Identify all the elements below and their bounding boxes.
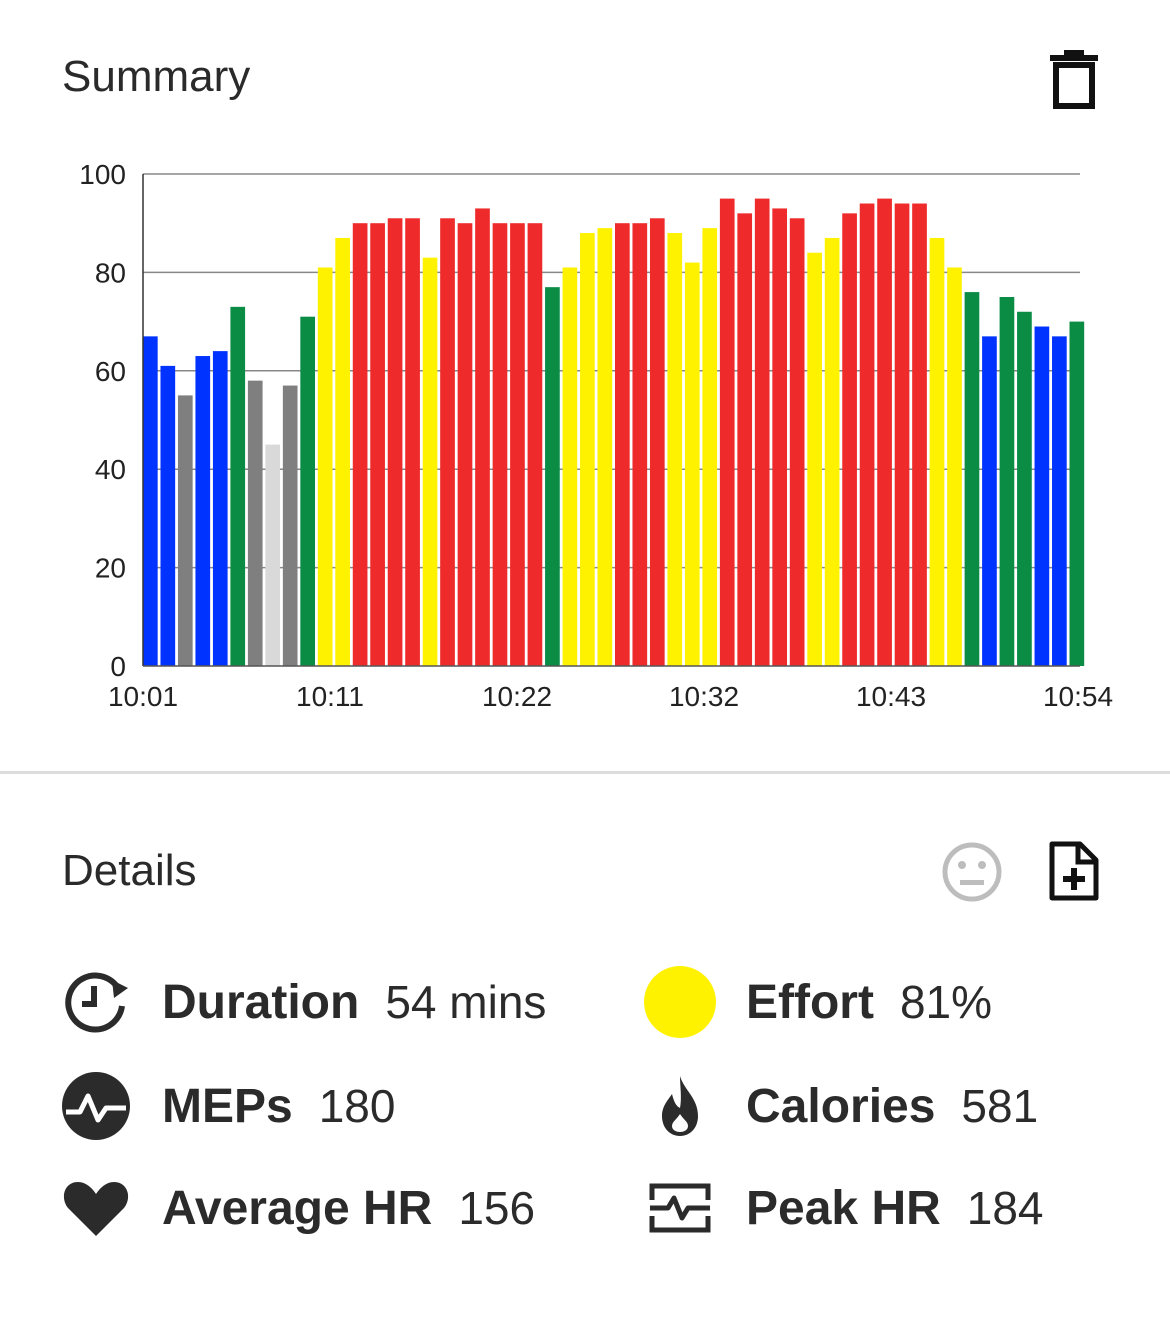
chart-bar: [929, 237, 945, 666]
chart-bar: [615, 223, 630, 666]
chart-bar: [719, 198, 735, 666]
chart-bar: [684, 262, 700, 666]
x-tick-label: 10:11: [296, 681, 364, 712]
effort-label: Effort: [746, 975, 874, 1029]
chart-bar: [177, 395, 193, 666]
chart-bar: [370, 223, 385, 666]
chart-bar: [947, 267, 962, 666]
chart-bar: [212, 351, 228, 666]
chart-bar: [510, 223, 525, 666]
chart-bar: [422, 257, 438, 666]
stat-average-hr: Average HR 156: [60, 1168, 535, 1248]
y-tick-label: 80: [95, 257, 126, 288]
stat-duration: Duration 54 mins: [60, 962, 546, 1042]
average-hr-label: Average HR: [162, 1181, 433, 1235]
chart-bar: [580, 233, 595, 666]
flame-icon: [644, 1070, 716, 1142]
chart-bar: [789, 218, 805, 666]
chart-bar: [405, 218, 420, 666]
chart-bar: [265, 444, 281, 666]
chart-bar: [527, 223, 543, 666]
chart-bar: [1017, 311, 1032, 666]
details-title: Details: [62, 846, 197, 895]
trash-icon[interactable]: [1046, 48, 1102, 110]
chart-bar: [160, 365, 176, 666]
x-tick-label: 10:32: [669, 681, 739, 712]
clock-refresh-icon: [60, 966, 132, 1038]
chart-bar: [440, 218, 455, 666]
chart-bar: [335, 237, 350, 666]
chart-bar: [475, 208, 490, 666]
chart-bar: [457, 223, 473, 666]
peak-hr-label: Peak HR: [746, 1181, 941, 1235]
chart-bar: [702, 228, 718, 666]
x-tick-label: 10:01: [108, 681, 178, 712]
stat-calories: Calories 581: [644, 1066, 1038, 1146]
meps-label: MEPs: [162, 1079, 293, 1133]
chart-bar: [842, 213, 857, 667]
chart-bar: [999, 297, 1015, 666]
y-tick-label: 0: [110, 651, 126, 682]
chart-bar: [317, 267, 333, 666]
chart-bar: [143, 336, 158, 666]
duration-value: 54 mins: [385, 976, 547, 1028]
chart-bar: [1052, 336, 1067, 666]
heart-rate-chart: 0 20 40 60 80 100 10:01 10:11 10:22 10:32 10:43 10:…: [79, 159, 1113, 712]
yellow-dot-icon: [644, 966, 716, 1038]
average-hr-value: 156: [458, 1182, 536, 1234]
chart-bar: [772, 208, 788, 666]
chart-bar: [352, 223, 368, 666]
stat-peak-hr: Peak HR 184: [644, 1168, 1044, 1248]
heart-rate-box-icon: [644, 1172, 716, 1244]
chart-bar: [492, 223, 508, 666]
chart-bar: [964, 292, 980, 666]
calories-value: 581: [961, 1080, 1039, 1132]
peak-hr-value: 184: [966, 1182, 1044, 1234]
chart-bar: [912, 203, 927, 666]
y-tick-label: 40: [95, 454, 126, 485]
section-divider: [0, 771, 1170, 774]
y-tick-label: 100: [79, 159, 126, 190]
chart-bar: [754, 198, 770, 666]
heart-icon: [60, 1172, 132, 1244]
calories-label: Calories: [746, 1079, 936, 1133]
chart-bar: [195, 356, 211, 666]
x-tick-label: 10:22: [482, 681, 552, 712]
chart-bar: [982, 336, 997, 666]
chart-bar: [807, 252, 822, 666]
add-file-icon[interactable]: [1044, 840, 1104, 902]
chart-bar: [824, 237, 840, 666]
chart-bar: [632, 223, 648, 666]
chart-bar: [667, 233, 683, 666]
stat-meps: MEPs 180: [60, 1066, 395, 1146]
neutral-face-icon[interactable]: [940, 840, 1004, 904]
x-tick-label: 10:43: [856, 681, 926, 712]
chart-bar: [247, 380, 263, 666]
chart-bar: [894, 203, 910, 666]
chart-bar: [230, 306, 246, 666]
y-tick-label: 20: [95, 553, 126, 584]
meps-value: 180: [318, 1080, 396, 1132]
chart-bar: [737, 213, 753, 667]
chart-bar: [562, 267, 578, 666]
chart-bar: [877, 198, 892, 666]
pulse-circle-icon: [60, 1070, 132, 1142]
chart-bar: [1069, 321, 1085, 666]
chart-bar: [300, 316, 316, 666]
summary-title: Summary: [62, 52, 251, 101]
y-tick-label: 60: [95, 356, 126, 387]
chart-bar: [1034, 326, 1050, 666]
chart-bar: [282, 385, 298, 666]
chart-bar: [859, 203, 875, 666]
x-tick-label: 10:54: [1043, 681, 1113, 712]
chart-bar: [649, 218, 665, 666]
effort-value: 81%: [899, 976, 993, 1028]
chart-bar: [545, 287, 560, 666]
chart-bar: [597, 228, 613, 666]
duration-label: Duration: [162, 975, 360, 1029]
chart-bar: [387, 218, 403, 666]
stat-effort: Effort 81%: [644, 962, 992, 1042]
